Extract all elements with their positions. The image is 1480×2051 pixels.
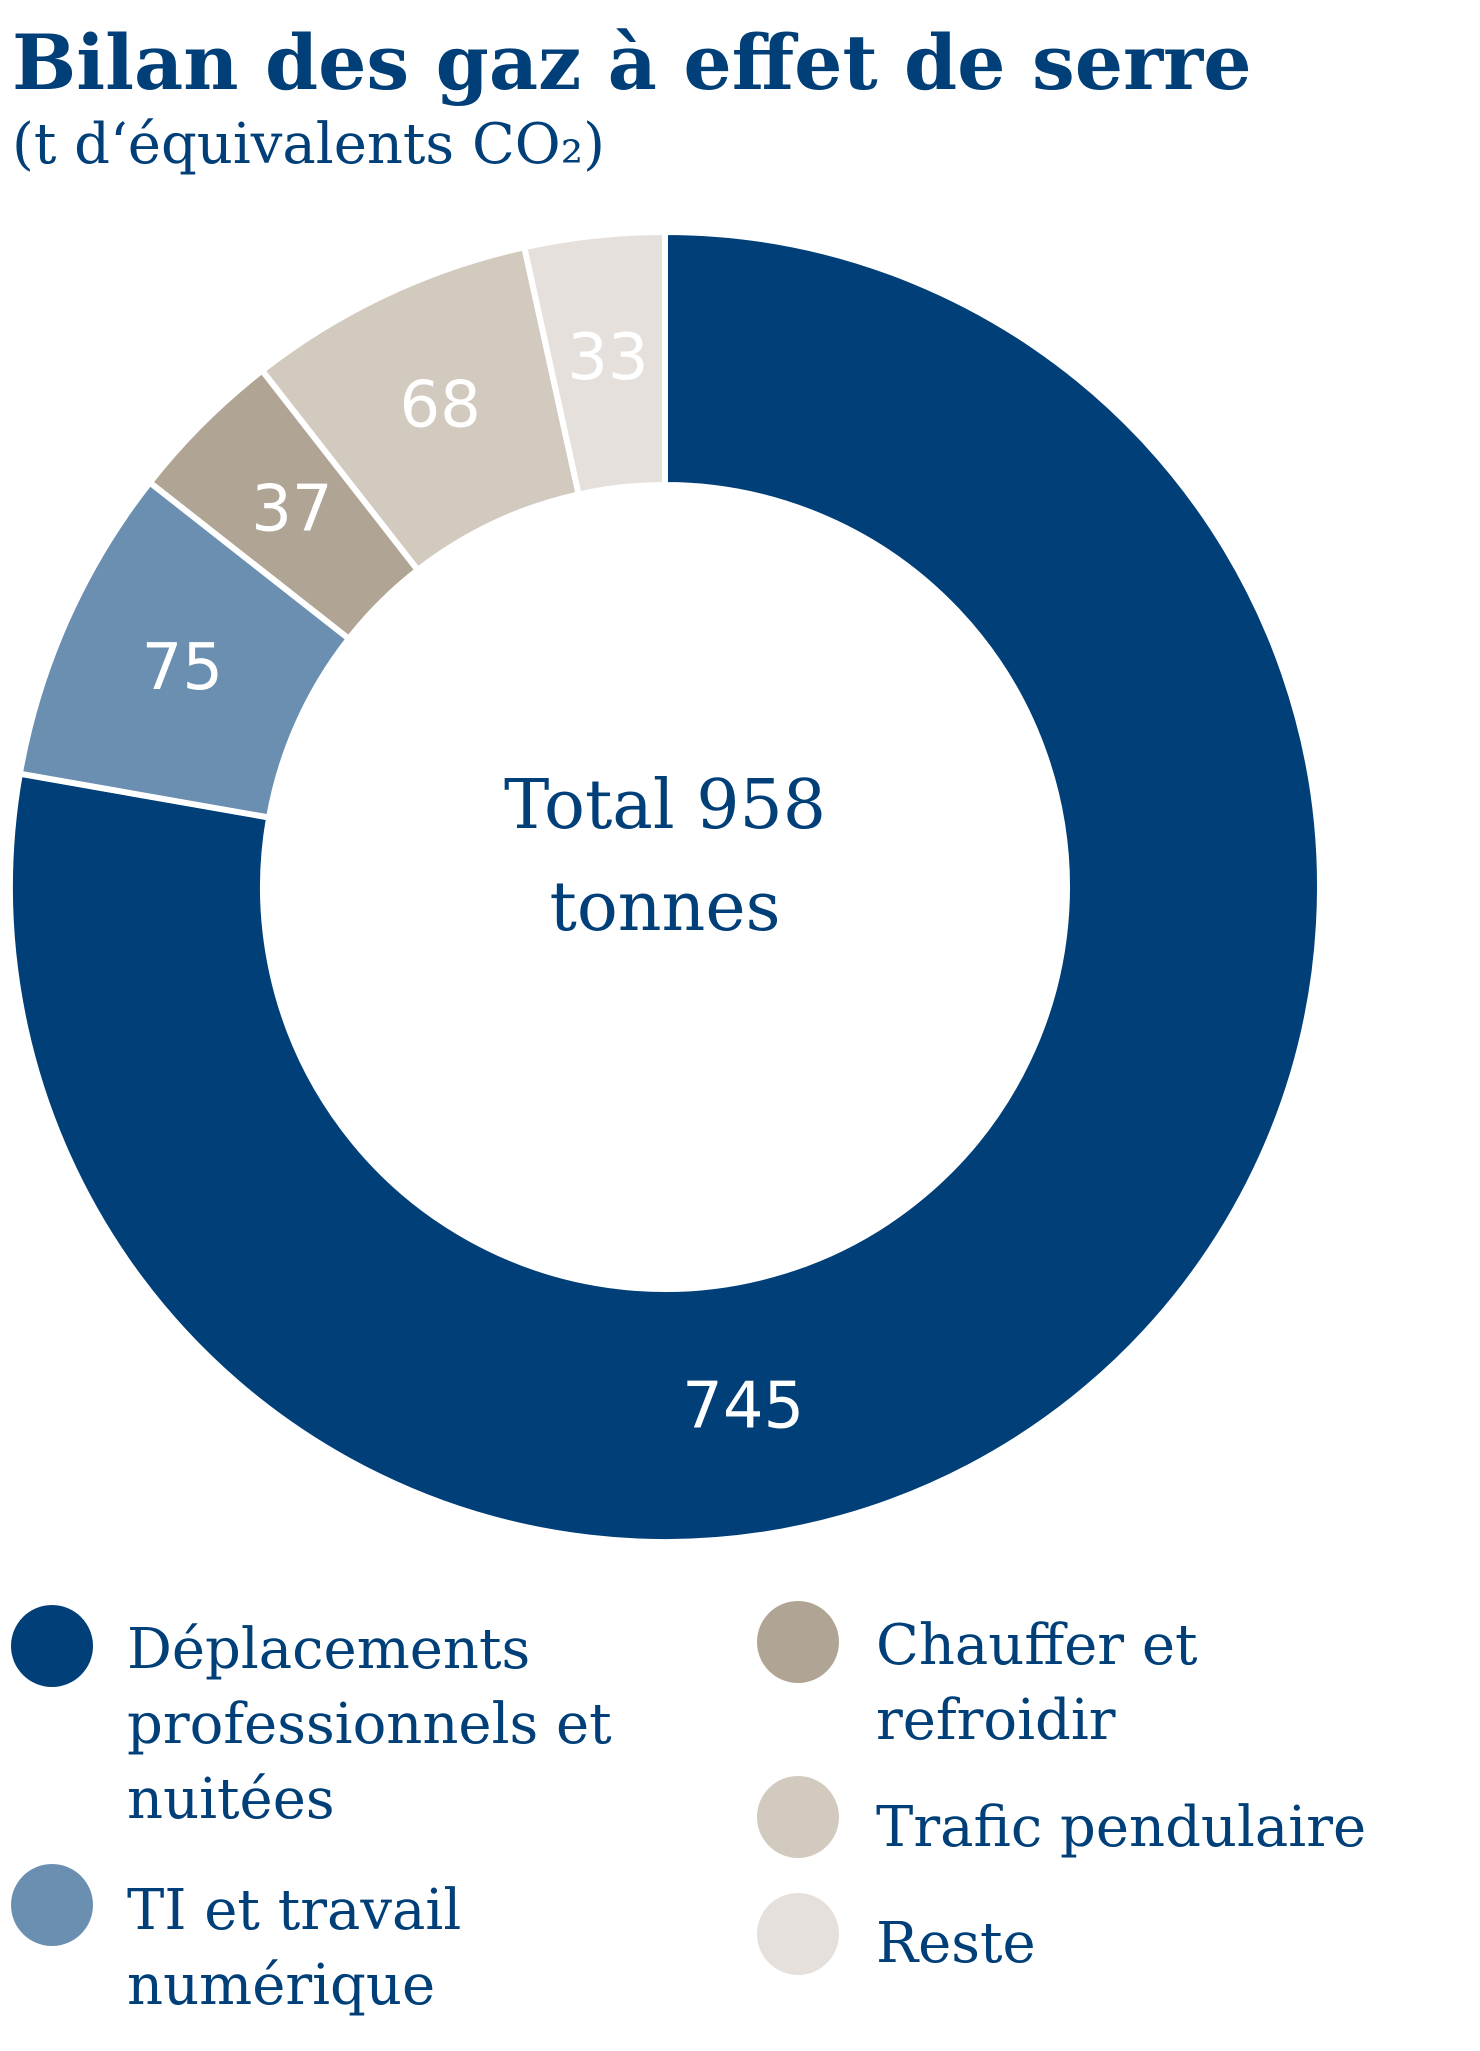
donut-slice bbox=[520, 228, 668, 498]
value-label: 745 bbox=[682, 1369, 804, 1443]
center-label: Total 958 tonnes bbox=[503, 766, 827, 947]
value-label: 75 bbox=[142, 631, 223, 705]
legend-swatch bbox=[757, 1776, 839, 1858]
value-label: 68 bbox=[399, 368, 480, 442]
legend-label: Trafic pendulaire bbox=[876, 1795, 1367, 1860]
legend-swatch bbox=[757, 1601, 839, 1683]
chart-subtitle: (t d‘équivalents CO₂) bbox=[12, 112, 606, 177]
legend-label: Chauffer et refroidir bbox=[876, 1613, 1198, 1753]
legend-label: Reste bbox=[876, 1911, 1036, 1976]
donut-slice bbox=[7, 228, 1323, 1545]
chart-title: Bilan des gaz à effet de serre bbox=[12, 18, 1252, 107]
legend-swatch bbox=[11, 1864, 93, 1946]
legend-label: Déplacements professionnels et nuitées bbox=[127, 1617, 612, 1832]
legend-swatch bbox=[757, 1893, 839, 1975]
legend-swatch bbox=[11, 1605, 93, 1687]
value-label: 37 bbox=[251, 472, 332, 546]
legend-label: TI et travail numérique bbox=[127, 1878, 462, 2018]
value-label: 33 bbox=[567, 321, 648, 395]
